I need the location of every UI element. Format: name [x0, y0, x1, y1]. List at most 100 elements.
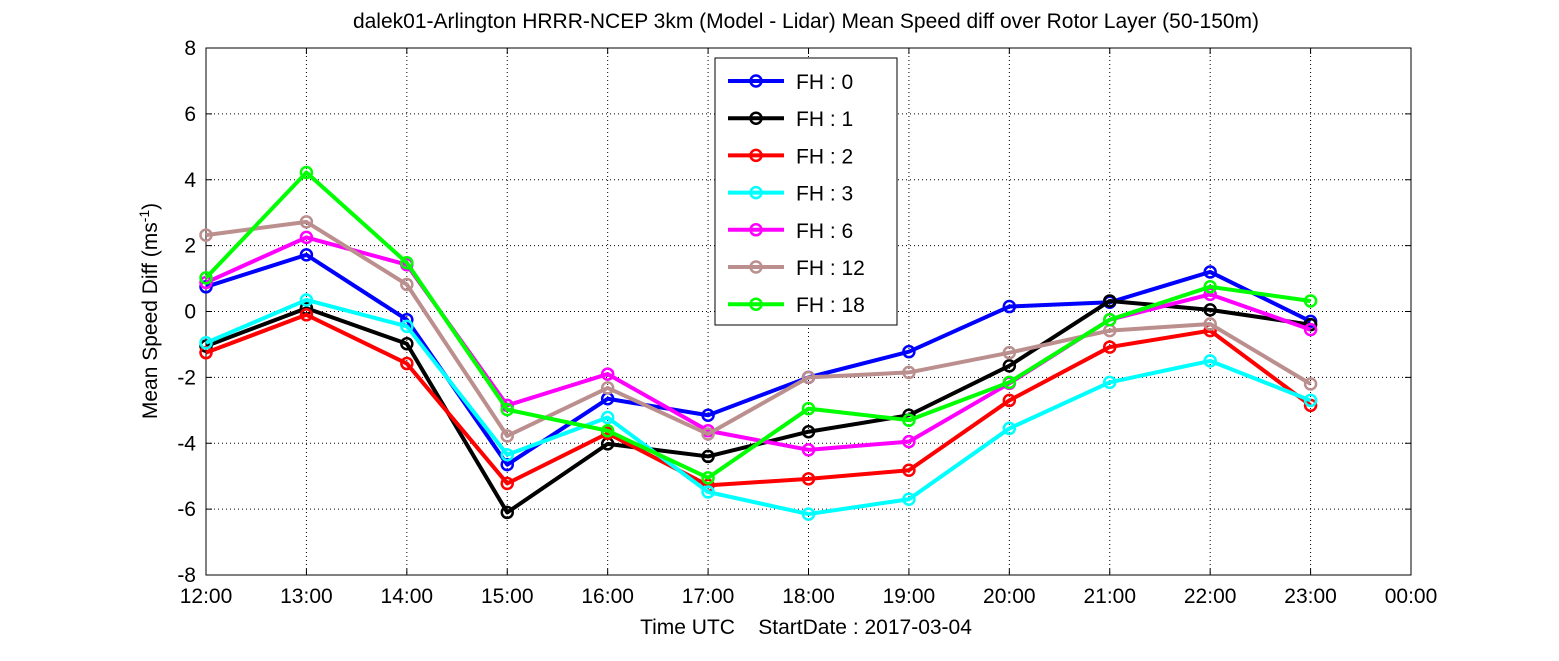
data-point — [1002, 375, 1017, 390]
legend-swatch-marker — [749, 260, 763, 274]
y-tick-label: 2 — [184, 235, 196, 258]
series-line — [205, 252, 1312, 467]
data-point — [701, 427, 715, 441]
x-axis-label: Time UTC StartDate : 2017-03-04 — [640, 616, 972, 639]
data-point — [1303, 377, 1318, 391]
legend-item: FH : 2 — [728, 145, 853, 168]
series-line — [205, 312, 1312, 488]
data-point — [299, 308, 314, 322]
data-point — [1203, 280, 1217, 294]
series-line — [205, 219, 1312, 439]
data-point — [801, 507, 816, 521]
x-tick-label: 17:00 — [682, 585, 735, 608]
axis-ticks: 12:00 13:00 14:00 15:00 16:00 17:00 18:00 19:00… — [177, 37, 1437, 608]
legend-item: FH : 0 — [728, 71, 853, 94]
data-point — [500, 402, 514, 417]
data-point — [1002, 421, 1017, 436]
data-point — [902, 492, 916, 506]
x-tick-label: 16:00 — [581, 585, 634, 608]
legend-swatch-marker — [749, 223, 763, 237]
data-point — [801, 424, 816, 439]
legend-label: FH : 1 — [796, 108, 853, 131]
y-tick-label: 8 — [184, 37, 196, 60]
series-lines — [199, 165, 1318, 521]
y-axis-label: Mean Speed Diff (ms-1) — [136, 203, 162, 419]
data-point — [1002, 359, 1017, 373]
data-point — [400, 319, 414, 334]
x-tick-label: 15:00 — [481, 585, 534, 608]
data-point — [199, 271, 213, 285]
legend-item: FH : 6 — [728, 220, 853, 243]
series-2 — [199, 308, 1318, 493]
data-point — [600, 367, 615, 381]
data-point — [1002, 299, 1017, 314]
data-point — [600, 423, 615, 438]
series-6 — [199, 165, 1318, 485]
data-point — [500, 476, 514, 491]
data-point — [1002, 393, 1017, 408]
y-tick-label: -4 — [177, 432, 196, 455]
legend-swatch-marker — [749, 148, 763, 163]
data-point — [400, 356, 414, 371]
legend-label: FH : 3 — [796, 183, 853, 206]
y-axis-label-close: ) — [139, 203, 162, 210]
data-point — [400, 277, 414, 292]
y-tick-label: 6 — [184, 103, 196, 126]
y-tick-label: -8 — [177, 564, 196, 587]
y-axis-label-sup: -1 — [136, 210, 152, 223]
data-point — [701, 449, 715, 464]
data-point — [299, 215, 314, 229]
legend-swatch-marker — [749, 74, 763, 88]
data-point — [902, 344, 916, 359]
data-point — [801, 443, 816, 457]
legend-swatch-marker — [749, 297, 763, 311]
data-point — [1303, 322, 1318, 337]
x-tick-label: 19:00 — [883, 585, 936, 608]
data-point — [299, 165, 314, 180]
data-point — [1303, 317, 1318, 332]
data-point — [199, 336, 213, 350]
data-point — [600, 410, 615, 425]
x-tick-label: 23:00 — [1284, 585, 1337, 608]
data-point — [299, 230, 314, 245]
y-tick-label: 4 — [184, 169, 196, 192]
x-tick-label: 18:00 — [782, 585, 835, 608]
series-5 — [199, 215, 1318, 443]
legend-swatch-marker — [749, 111, 763, 125]
legend-label: FH : 6 — [796, 220, 853, 243]
y-tick-label: 0 — [184, 301, 196, 324]
data-point — [801, 401, 816, 416]
legend-item: FH : 3 — [728, 183, 853, 206]
chart-title: dalek01-Arlington HRRR-NCEP 3km (Model -… — [353, 10, 1259, 33]
series-line — [204, 170, 1311, 480]
data-point — [1203, 303, 1217, 317]
series-line — [205, 297, 1312, 517]
data-point — [500, 505, 514, 520]
data-point — [902, 434, 916, 449]
legend: FH : 0 FH : 1 FH : 2 FH : 3 FH : 6 FH : 12 FH … — [714, 57, 898, 326]
y-tick-label: -2 — [177, 366, 196, 389]
data-point — [600, 381, 615, 395]
x-tick-label: 13:00 — [280, 585, 333, 608]
data-point — [902, 413, 916, 427]
data-point — [701, 408, 715, 423]
legend-item: FH : 1 — [728, 108, 853, 131]
data-point — [400, 256, 414, 270]
y-tick-label: -6 — [177, 498, 196, 521]
y-axis-label-main: Mean Speed Diff (ms — [139, 222, 162, 419]
series-3 — [199, 293, 1318, 521]
x-tick-label: 21:00 — [1083, 585, 1136, 608]
data-point — [1103, 294, 1117, 308]
data-point — [1002, 345, 1017, 360]
legend-label: FH : 2 — [796, 145, 853, 168]
data-point — [902, 463, 916, 478]
data-point — [400, 337, 414, 351]
data-point — [902, 365, 916, 380]
data-point — [299, 293, 314, 307]
data-point — [500, 448, 514, 462]
x-tick-label: 22:00 — [1184, 585, 1237, 608]
x-tick-label: 14:00 — [381, 585, 434, 608]
legend-label: FH : 0 — [796, 71, 853, 94]
